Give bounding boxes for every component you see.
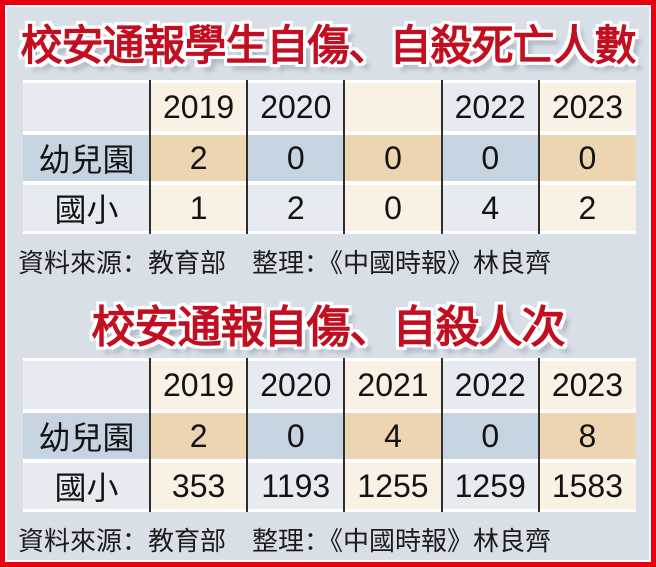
deaths-table-title: 校安通報學生自傷、自殺死亡人數	[20, 22, 636, 69]
year-header-blank	[344, 83, 442, 131]
table-row-elementary: 國小 1 2 0 4 2	[23, 185, 637, 231]
year-header-2020: 2020	[247, 361, 345, 409]
year-header-2022: 2022	[441, 361, 539, 409]
data-cell: 4	[344, 413, 442, 459]
data-cell: 1259	[441, 463, 539, 509]
counts-table: 2019 2020 2021 2022 2023 幼兒園 2 0 4 0 8 國…	[23, 358, 637, 512]
data-cell: 0	[247, 135, 345, 181]
data-cell: 1	[150, 185, 248, 231]
column-separator	[246, 358, 248, 512]
data-cell: 2	[150, 413, 248, 459]
data-cell: 1255	[344, 463, 442, 509]
column-separator	[149, 80, 151, 234]
table-row-kindergarten: 幼兒園 2 0 4 0 8	[23, 413, 637, 459]
source-credit-line-1: 資料來源：教育部 整理：《中國時報》林良齊	[18, 248, 552, 278]
year-header-2023: 2023	[538, 83, 637, 131]
data-cell: 0	[247, 413, 345, 459]
column-separator	[441, 80, 443, 234]
data-cell: 8	[538, 413, 637, 459]
data-cell: 2	[538, 185, 637, 231]
data-cell: 0	[441, 135, 539, 181]
table-row-elementary: 國小 353 1193 1255 1259 1583	[23, 463, 637, 509]
column-separator	[538, 358, 540, 512]
data-cell: 1193	[247, 463, 345, 509]
year-header-2019: 2019	[150, 361, 248, 409]
table-header-row: 2019 2020 2022 2023	[23, 83, 637, 131]
counts-table-title: 校安通報自傷、自殺人次	[91, 303, 566, 352]
column-separator	[246, 80, 248, 234]
data-cell: 0	[538, 135, 637, 181]
year-header-2019: 2019	[150, 83, 248, 131]
infographic-canvas: 校安通報學生自傷、自殺死亡人數 2019 2020 2022 2023 幼兒園 …	[5, 5, 651, 562]
row-label: 國小	[23, 185, 150, 231]
column-separator	[149, 358, 151, 512]
data-cell: 353	[150, 463, 248, 509]
corner-cell	[23, 83, 150, 131]
table-row-kindergarten: 幼兒園 2 0 0 0 0	[23, 135, 637, 181]
year-header-2020: 2020	[247, 83, 345, 131]
column-separator	[538, 80, 540, 234]
data-cell: 2	[247, 185, 345, 231]
data-cell: 4	[441, 185, 539, 231]
deaths-table: 2019 2020 2022 2023 幼兒園 2 0 0 0 0 國小 1 2…	[23, 80, 637, 234]
source-credit-line-2: 資料來源：教育部 整理：《中國時報》林良齊	[18, 526, 552, 556]
row-label: 國小	[23, 463, 150, 509]
column-separator	[441, 358, 443, 512]
data-cell: 0	[344, 135, 442, 181]
year-header-2022: 2022	[441, 83, 539, 131]
data-cell: 2	[150, 135, 248, 181]
data-cell: 1583	[538, 463, 637, 509]
year-header-2021: 2021	[344, 361, 442, 409]
column-separator	[343, 358, 345, 512]
year-header-2023: 2023	[538, 361, 637, 409]
row-label: 幼兒園	[23, 135, 150, 181]
table-header-row: 2019 2020 2021 2022 2023	[23, 361, 637, 409]
row-label: 幼兒園	[23, 413, 150, 459]
corner-cell	[23, 361, 150, 409]
data-cell: 0	[441, 413, 539, 459]
data-cell: 0	[344, 185, 442, 231]
column-separator	[343, 80, 345, 234]
